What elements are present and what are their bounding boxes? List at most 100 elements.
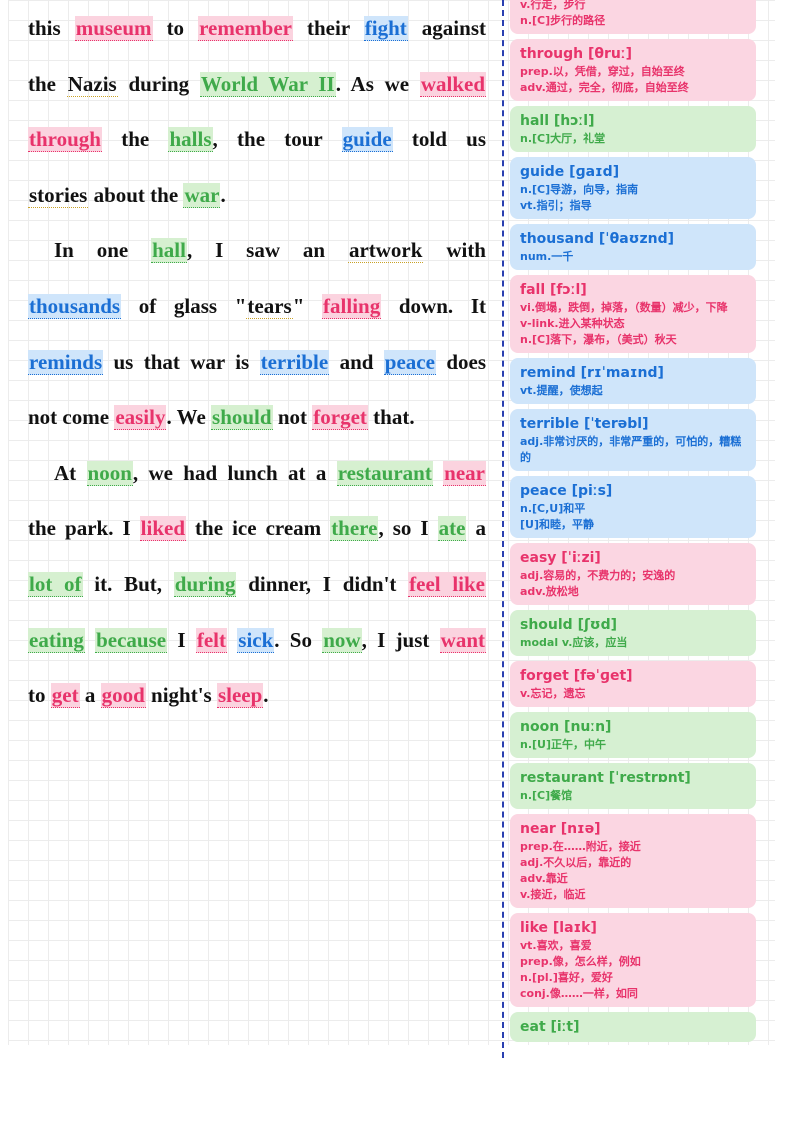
vocab-def: num.一千 <box>520 250 574 263</box>
vocab-word: lot of <box>28 571 83 597</box>
vocab-def: n.[C,U]和平 <box>520 502 586 515</box>
vocab-card: hall [hɔːl] n.[C]大厅，礼堂 <box>510 106 756 152</box>
text: us that war is <box>103 349 260 374</box>
vocab-word: war <box>183 182 221 208</box>
vocab-word: near <box>443 460 486 486</box>
vocab-card: n.[C]行走，步行v.行走，步行n.[C]步行的路径 <box>510 0 756 34</box>
vocab-head: terrible [ˈterəbl] <box>520 416 649 432</box>
vocab-head: forget [fəˈɡet] <box>520 668 633 684</box>
vocab-card: through [θruː] prep.以，凭借，穿过，自始至终 adv.通过，完全… <box>510 39 756 101</box>
vocab-word: liked <box>139 516 187 542</box>
vocab-def: vi.倒塌，跌倒，掉落，（数量）减少，下降 <box>520 301 728 314</box>
text: In one <box>54 238 152 263</box>
text: of glass " <box>121 293 247 318</box>
vocab-word: walked <box>419 71 486 97</box>
text <box>227 628 237 652</box>
vocab-word: Nazis <box>66 71 118 97</box>
vocab-card: forget [fəˈɡet] v.忘记，遗忘 <box>510 661 756 707</box>
vocab-def: v.接近，临近 <box>520 888 586 901</box>
vocab-def: adj.非常讨厌的，非常严重的，可怕的，糟糕的 <box>520 435 742 464</box>
text: this <box>28 16 75 40</box>
vocab-def: prep.像，怎么样，例如 <box>520 955 641 968</box>
text: " <box>292 293 323 318</box>
vocab-card: thousand [ˈθaʊznd] num.一千 <box>510 224 756 270</box>
vocab-word: sleep <box>216 683 264 709</box>
vocab-word: noon <box>86 460 133 486</box>
text-line: reminds us that war is terrible and peac… <box>28 334 486 390</box>
vocab-word: felt <box>195 627 227 653</box>
text: not <box>272 405 313 430</box>
vocab-word: should <box>211 405 273 431</box>
vocab-head: fall [fɔːl] <box>520 282 587 298</box>
text-line: At noon, we had lunch at a restaurant ne… <box>28 445 486 501</box>
vocab-def: vt.提醒，使想起 <box>520 384 603 397</box>
text: that. <box>367 405 415 430</box>
vocab-word: guide <box>341 127 393 153</box>
vocab-def: v-link.进入某种状态 <box>520 317 625 330</box>
vocab-def: n.[C]餐馆 <box>520 789 573 802</box>
vocab-head: eat [iːt] <box>520 1019 580 1035</box>
vocab-word: stories <box>28 182 89 208</box>
text: At <box>54 460 87 485</box>
vocab-word: museum <box>74 16 153 41</box>
vocab-def: adv.通过，完全，彻底，自始至终 <box>520 81 689 94</box>
text: the <box>101 127 169 152</box>
text-line: the Nazis during World War II. As we wal… <box>28 56 486 112</box>
passage: this museum to remember their fight agai… <box>28 0 487 723</box>
vocab-def: vt.指引；指导 <box>520 199 592 212</box>
vocab-card: fall [fɔːl] vi.倒塌，跌倒，掉落，（数量）减少，下降 v-link.进… <box>510 275 756 353</box>
vocab-word: halls <box>168 127 213 153</box>
vocab-head: through [θruː] <box>520 46 633 62</box>
text: it. But, <box>82 571 174 596</box>
vocab-word: during <box>173 571 237 597</box>
vocab-def: n.[C]大厅，礼堂 <box>520 132 606 145</box>
text: , we had lunch at a <box>132 460 337 485</box>
vocab-word: ate <box>437 516 467 542</box>
vocab-def: [U]和睦，平静 <box>520 518 594 531</box>
text: , I just <box>361 627 440 652</box>
vocab-def: v.忘记，遗忘 <box>520 687 586 700</box>
vocab-head: should [ʃʊd] <box>520 617 618 633</box>
text-line: the park. I liked the ice cream there, s… <box>28 500 486 556</box>
text: about the <box>88 182 184 207</box>
text: . <box>263 683 269 708</box>
text: I <box>167 627 196 652</box>
vocab-card: terrible [ˈterəbl] adj.非常讨厌的，非常严重的，可怕的，糟糕… <box>510 409 756 471</box>
vocab-head: restaurant [ˈrestrɒnt] <box>520 770 691 786</box>
text: against <box>407 16 486 40</box>
text: not come <box>28 405 115 430</box>
vocab-word: through <box>28 127 102 153</box>
text: and <box>329 349 384 374</box>
vocab-def: n.[C]步行的路径 <box>520 14 606 27</box>
text: told us <box>392 127 486 152</box>
text: . As we <box>335 71 420 96</box>
text-line: through the halls, the tour guide told u… <box>28 111 486 167</box>
text: , so I <box>378 516 438 541</box>
divider <box>502 0 504 1058</box>
text: night's <box>145 683 217 708</box>
vocab-word: now <box>322 627 362 653</box>
text-line: not come easily. We should not forget th… <box>28 389 486 445</box>
text: , the tour <box>212 127 342 152</box>
vocab-word: terrible <box>259 349 330 375</box>
text <box>85 628 95 652</box>
text: . We <box>166 405 212 430</box>
vocab-card: noon [nuːn] n.[U]正午，中午 <box>510 712 756 758</box>
text: dinner, I didn't <box>236 571 409 596</box>
text: to <box>152 16 199 40</box>
vocab-card: eat [iːt] <box>510 1012 756 1042</box>
text: . So <box>274 627 323 652</box>
vocab-def: v.行走，步行 <box>520 0 586 11</box>
text: with <box>423 238 486 263</box>
vocab-head: like [laɪk] <box>520 920 597 936</box>
vocab-def: conj.像……一样，如同 <box>520 987 638 1000</box>
vocab-word: World War II <box>199 71 336 97</box>
text-line: eating because I felt sick. So now, I ju… <box>28 612 487 668</box>
text: a <box>466 516 486 541</box>
vocab-head: thousand [ˈθaʊznd] <box>520 231 674 247</box>
vocab-def: prep.以，凭借，穿过，自始至终 <box>520 65 685 78</box>
vocab-def: vt.喜欢，喜爱 <box>520 939 592 952</box>
vocab-word: there <box>330 516 379 542</box>
